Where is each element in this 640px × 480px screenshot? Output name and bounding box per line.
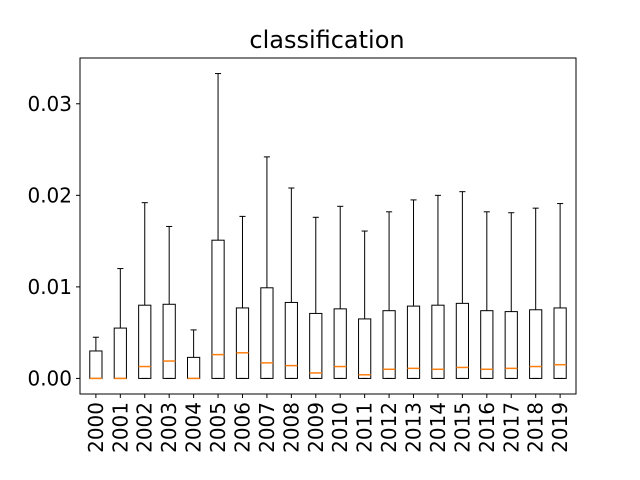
box-2011 (358, 230, 372, 379)
iqr-box (187, 356, 201, 379)
iqr-box (162, 303, 176, 379)
box-2009 (309, 216, 323, 379)
box-2001 (113, 268, 127, 380)
box-2012 (382, 211, 396, 379)
box-2002 (138, 202, 152, 379)
box-2006 (235, 215, 250, 379)
x-tick-label: 2007 (255, 402, 279, 453)
chart-title: classification (249, 26, 404, 54)
box-2005 (211, 73, 225, 379)
iqr-box (358, 318, 372, 379)
x-tick-label: 2005 (206, 402, 230, 453)
plot-area (89, 73, 567, 380)
iqr-box (504, 311, 518, 379)
x-tick-label: 2002 (133, 402, 157, 453)
y-axis: 0.00 0.01 0.02 0.03 (27, 92, 80, 390)
iqr-box (89, 350, 103, 379)
box-2010 (333, 205, 347, 379)
x-tick-label: 2008 (279, 402, 303, 453)
box-2000 (89, 336, 103, 380)
iqr-box (455, 302, 469, 379)
y-tick-label: 0.01 (27, 275, 72, 299)
x-tick-label: 2000 (84, 402, 108, 453)
iqr-box (235, 307, 250, 379)
x-tick-label: 2016 (475, 402, 499, 453)
box-2007 (260, 156, 274, 379)
box-2016 (480, 211, 494, 379)
x-tick-label: 2011 (353, 402, 377, 453)
x-tick-label: 2010 (328, 402, 352, 453)
iqr-box (138, 304, 152, 379)
x-tick-label: 2014 (426, 402, 450, 453)
iqr-box (553, 307, 567, 379)
x-tick-label: 2001 (108, 402, 132, 453)
box-2014 (431, 194, 445, 379)
iqr-box (113, 327, 127, 379)
y-tick-label: 0.00 (27, 366, 72, 390)
iqr-box (382, 310, 396, 379)
iqr-box (406, 305, 421, 379)
iqr-box (333, 308, 347, 379)
x-tick-label: 2018 (524, 402, 548, 453)
y-tick-label: 0.03 (27, 92, 72, 116)
x-tick-label: 2006 (230, 402, 254, 453)
x-tick-label: 2009 (304, 402, 328, 453)
iqr-box (284, 301, 298, 379)
box-2013 (406, 199, 421, 379)
box-2017 (504, 212, 518, 379)
x-tick-label: 2004 (182, 402, 206, 453)
box-2015 (455, 191, 469, 379)
x-tick-label: 2015 (450, 402, 474, 453)
iqr-box (260, 287, 274, 379)
x-tick-label: 2017 (499, 402, 523, 453)
box-2018 (529, 207, 543, 379)
box-2019 (553, 203, 567, 379)
x-tick-label: 2019 (548, 402, 572, 453)
iqr-box (309, 312, 323, 379)
box-2003 (162, 225, 176, 379)
x-tick-label: 2013 (402, 402, 426, 453)
x-axis: 2000 2001 2002 2003 2004 2005 2006 2007 2008 2009… (84, 394, 572, 453)
box-2004 (187, 329, 201, 380)
iqr-box (480, 310, 494, 379)
iqr-box (529, 309, 543, 379)
iqr-box (431, 304, 445, 379)
x-tick-label: 2003 (157, 402, 181, 453)
axes-frame (79, 57, 577, 395)
iqr-box (211, 239, 225, 379)
box-2008 (284, 187, 298, 379)
x-tick-label: 2012 (377, 402, 401, 453)
y-tick-label: 0.02 (27, 183, 72, 207)
